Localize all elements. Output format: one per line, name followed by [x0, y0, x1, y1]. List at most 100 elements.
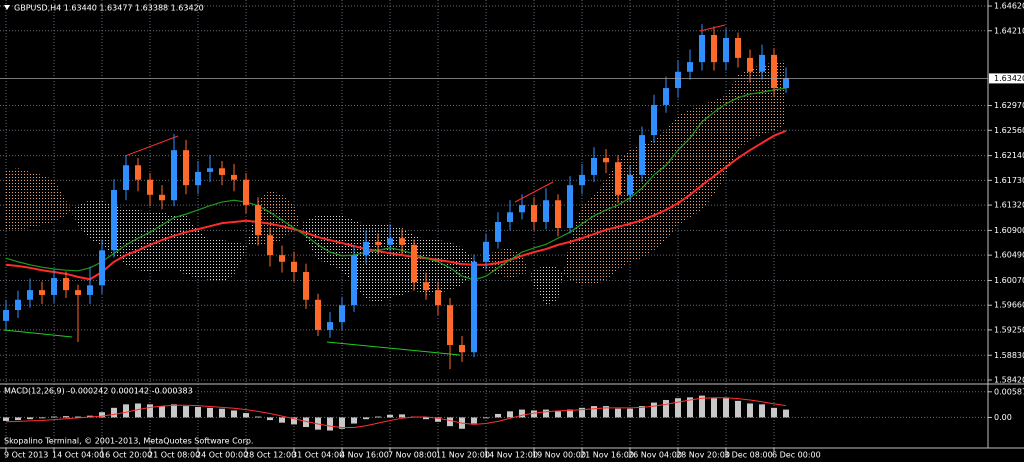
macd-bar	[723, 398, 729, 418]
x-tick-label: 3 Dec 08:00	[724, 451, 773, 460]
macd-bar	[159, 406, 165, 418]
macd-bar	[207, 407, 213, 418]
macd-bar	[135, 403, 141, 418]
macd-bar	[111, 407, 117, 418]
y-tick-label: 1.58830	[994, 351, 1024, 360]
cloud-segment	[270, 189, 282, 245]
x-tick-label: 6 Dec 00:00	[772, 451, 821, 460]
candle-body	[279, 255, 285, 262]
candle-body	[171, 150, 177, 201]
macd-bar	[507, 411, 513, 418]
candle-body	[327, 322, 333, 330]
macd-bar	[363, 417, 369, 420]
macd-bar	[195, 406, 201, 418]
trend-line	[326, 341, 461, 356]
candle-body	[519, 205, 525, 213]
macd-bar	[351, 417, 357, 424]
candle-body	[39, 290, 45, 295]
macd-bar	[303, 417, 309, 428]
macd-bar	[435, 417, 441, 422]
macd-bar	[291, 417, 297, 425]
candle-body	[303, 272, 309, 300]
macd-bar	[639, 406, 645, 418]
candle-body	[723, 37, 729, 63]
macd-bar	[699, 395, 705, 418]
macd-bar	[711, 398, 717, 418]
cloud-segment	[54, 179, 66, 222]
macd-bar	[771, 407, 777, 418]
macd-bar	[483, 417, 489, 419]
trend-line	[514, 181, 554, 203]
macd-bar	[15, 417, 21, 421]
candle-body	[555, 200, 561, 228]
candle-body	[363, 241, 369, 256]
macd-bar	[243, 413, 249, 418]
y-tick-label: 1.58420	[994, 375, 1024, 384]
macd-bar	[687, 397, 693, 418]
trend-line	[3, 329, 73, 338]
macd-bar	[3, 417, 9, 421]
candle-body	[423, 282, 429, 291]
macd-bar	[399, 414, 405, 418]
candle-body	[255, 205, 261, 236]
y-tick-label: 1.59250	[994, 325, 1024, 334]
x-tick-label: 14 Nov 12:00	[484, 451, 538, 460]
cloud-segment	[462, 247, 474, 286]
y-tick-label: 1.62560	[994, 126, 1024, 135]
candle-body	[75, 290, 81, 295]
cloud-segment	[6, 168, 18, 230]
candle-body	[459, 345, 465, 353]
candle-body	[711, 34, 717, 63]
candle-body	[135, 165, 141, 180]
macd-bar	[423, 417, 429, 420]
candle-body	[447, 305, 453, 346]
candle-body	[267, 235, 273, 256]
y-tick-label: 1.59660	[994, 301, 1024, 310]
macd-bar	[375, 416, 381, 418]
candle-body	[243, 179, 249, 206]
y-tick-label: 1.62140	[994, 151, 1024, 160]
y-tick-label: 1.62970	[994, 101, 1024, 110]
candle-body	[675, 71, 681, 89]
grid	[0, 0, 992, 452]
macd-bar	[471, 417, 477, 424]
y-tick-label: 1.60070	[994, 276, 1024, 285]
x-tick-label: 26 Nov 04:00	[628, 451, 682, 460]
cloud-segment	[690, 104, 702, 218]
macd-bar	[627, 408, 633, 418]
x-tick-label: 4 Nov 16:00	[340, 451, 389, 460]
macd-bar	[75, 416, 81, 418]
y-tick-label: 1.64620	[994, 2, 1024, 11]
cloud-segment	[678, 109, 690, 225]
macd-bar	[387, 414, 393, 418]
cloud-segment	[390, 224, 402, 298]
macd-bar	[519, 409, 525, 418]
cloud-segment	[498, 247, 510, 279]
candle-body	[99, 250, 105, 286]
candle-body	[567, 185, 573, 228]
candle-body	[291, 261, 297, 273]
cloud-segment	[138, 209, 150, 273]
candle-body	[759, 54, 765, 72]
marks	[0, 24, 988, 431]
candle-body	[627, 174, 633, 195]
cloud-segment	[426, 240, 438, 295]
x-tick-label: 11 Nov 20:00	[436, 451, 490, 460]
y-tick-label: 1.60490	[994, 251, 1024, 260]
candle-body	[315, 299, 321, 330]
candle-body	[531, 205, 537, 222]
x-tick-label: 7 Nov 08:00	[388, 451, 437, 460]
x-tick-label: 16 Oct 20:00	[100, 451, 152, 460]
cloud-segment	[306, 215, 318, 260]
moving-average	[5, 129, 787, 281]
candle-body	[183, 150, 189, 186]
cloud-segment	[198, 229, 210, 280]
macd-signal	[5, 397, 787, 428]
macd-bar	[147, 404, 153, 418]
cloud-segment	[570, 205, 582, 286]
x-tick-label: 19 Nov 00:00	[532, 451, 586, 460]
cloud-segment	[318, 215, 330, 265]
cloud-segment	[582, 194, 594, 286]
cloud-segment	[750, 65, 762, 140]
